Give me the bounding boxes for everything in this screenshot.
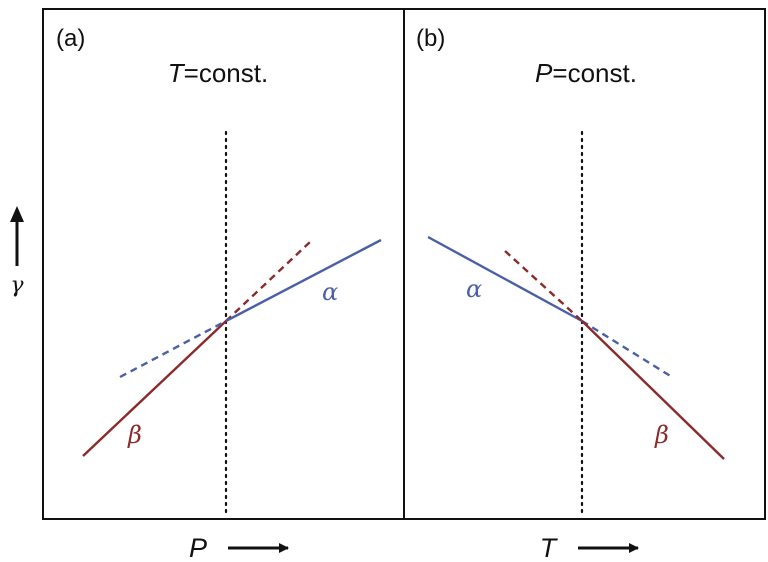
panel-b-label: (b): [416, 25, 445, 52]
y-axis-arrow-head: [10, 206, 24, 222]
y-axis: γ: [10, 206, 24, 298]
panel-b-beta-label: β: [654, 421, 669, 449]
panel-a-beta-dashed: [225, 241, 311, 322]
panel-b-condition-variable: P: [535, 58, 553, 88]
panel-b-condition: P=const.: [535, 58, 637, 88]
y-axis-label: γ: [10, 273, 24, 298]
panel-b-beta-dashed: [504, 250, 583, 322]
panel-a-condition-variable: T: [168, 58, 186, 88]
panel-b-condition-text: =const.: [552, 58, 637, 88]
panel-b: (b) P=const. α β T: [416, 25, 725, 562]
panel-a-x-axis-label: P: [189, 533, 207, 562]
panel-b-alpha-solid: [427, 235, 583, 323]
panel-b-beta-solid: [581, 320, 725, 460]
panel-a: (a) T=const. α β P: [56, 25, 382, 562]
panel-a-condition: T=const.: [168, 58, 268, 88]
panel-a-alpha-dashed: [119, 319, 227, 379]
panel-a-condition-text: =const.: [184, 58, 269, 88]
panel-a-label: (a): [56, 25, 85, 52]
panel-b-alpha-label: α: [466, 275, 482, 303]
panel-a-alpha-label: α: [322, 278, 338, 306]
panel-a-beta-solid: [82, 320, 227, 457]
panel-a-alpha-solid: [225, 238, 382, 323]
panel-a-beta-label: β: [127, 421, 142, 449]
panel-b-x-axis-label: T: [540, 533, 559, 562]
panel-b-alpha-dashed: [581, 319, 673, 379]
